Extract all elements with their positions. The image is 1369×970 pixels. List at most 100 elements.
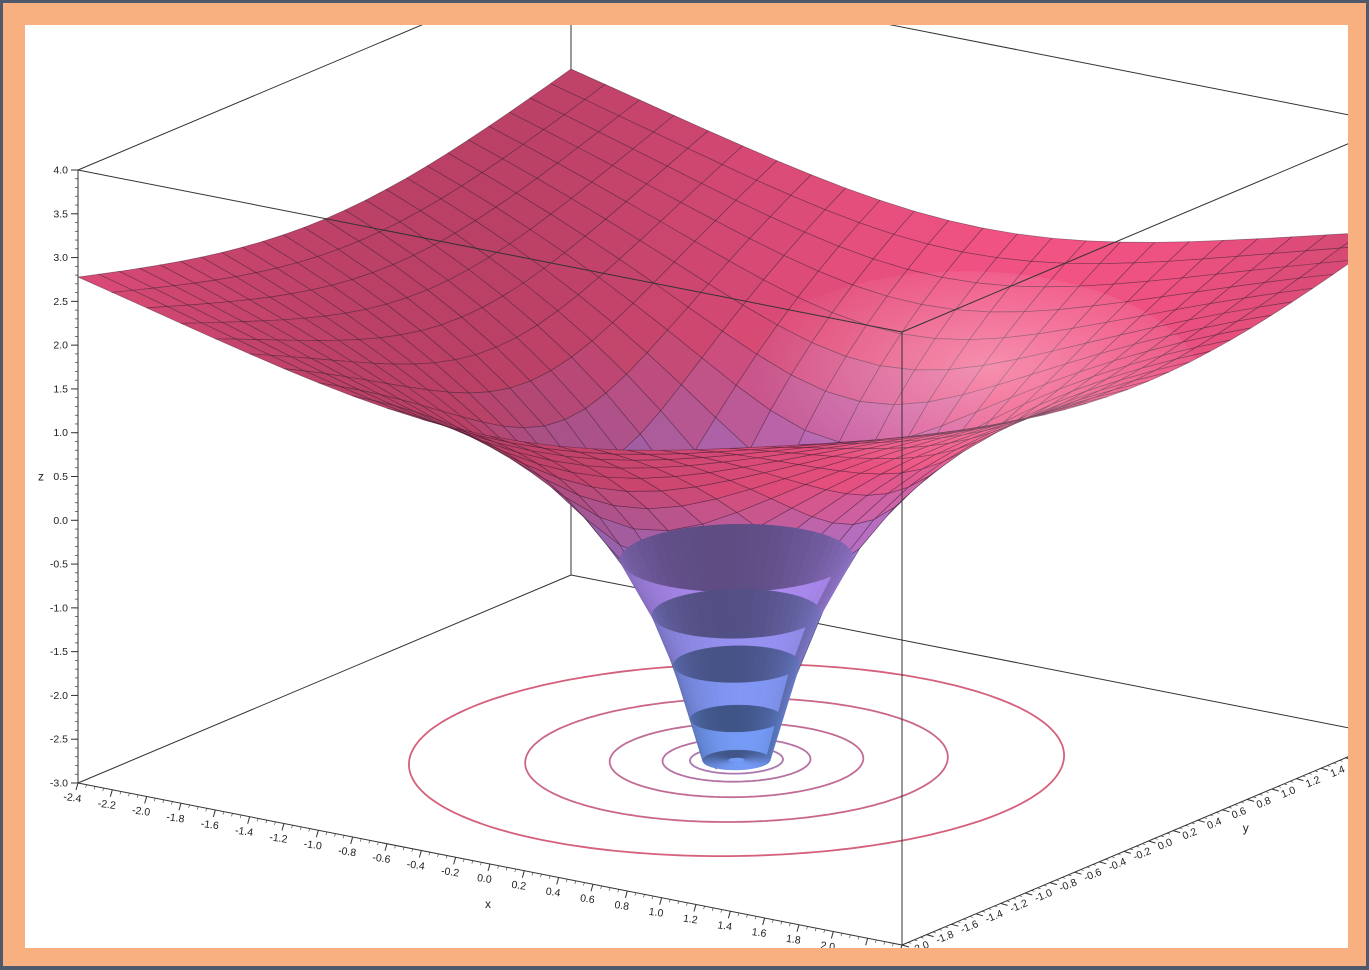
y-minor-tick [1068, 874, 1072, 877]
x-minor-tick [308, 828, 311, 832]
y-minor-tick [1191, 822, 1195, 825]
x-minor-tick [102, 787, 105, 792]
z-tick-label: 3.5 [53, 208, 68, 220]
y-minor-tick [1018, 895, 1023, 897]
y-minor-tick [1080, 869, 1084, 871]
y-minor-tick [1302, 775, 1306, 778]
x-minor-tick [76, 782, 79, 787]
x-tick-label: 1.4 [717, 919, 733, 933]
x-minor-tick [325, 831, 328, 836]
x-minor-tick [462, 858, 465, 863]
y-minor-tick [1339, 760, 1343, 762]
x-minor-tick [720, 909, 723, 913]
x-minor-tick [600, 885, 602, 890]
x-minor-tick [351, 836, 353, 841]
surface-patch [1196, 327, 1252, 348]
x-minor-tick [531, 872, 534, 876]
y-minor-tick [951, 923, 955, 926]
plot-canvas: -3.0 -2.5 -2.0 -1.5 -1.0 -0.5 0.0 0.5 1.0 1.5 2.0 2… [25, 25, 1348, 948]
contour-line [407, 663, 1066, 857]
x-minor-tick [866, 938, 868, 942]
x-minor-tick [196, 806, 199, 810]
z-tick-label: -2.5 [50, 734, 68, 746]
x-minor-tick [437, 853, 439, 857]
x-minor-tick [746, 914, 748, 918]
y-minor-tick [1074, 871, 1078, 874]
x-minor-tick [703, 906, 705, 910]
x-minor-tick [634, 892, 637, 896]
x-minor-tick [677, 901, 680, 905]
x-minor-tick [840, 933, 843, 937]
y-minor-tick [901, 944, 906, 947]
x-minor-tick [368, 840, 371, 844]
x-tick-label: 0.2 [511, 879, 527, 893]
x-minor-tick [497, 865, 499, 869]
contour-line [608, 721, 865, 799]
y-minor-tick [1099, 861, 1103, 864]
x-tick-label: 0.6 [579, 892, 595, 906]
x-minor-tick [128, 793, 130, 797]
y-tick-label: 1.2 [1304, 774, 1322, 791]
contour-line [661, 737, 812, 783]
y-minor-tick [1173, 830, 1177, 832]
box-edge [77, 574, 572, 784]
x-minor-tick [402, 847, 405, 851]
x-minor-tick [591, 884, 594, 888]
y-minor-tick [932, 931, 936, 934]
y-tick-label: 1.4 [1329, 763, 1347, 780]
y-tick-label: -0.2 [1131, 845, 1152, 863]
x-minor-tick [763, 917, 765, 922]
y-minor-tick [1092, 864, 1097, 866]
z-tick-label: -2.0 [50, 690, 68, 702]
y-minor-tick [1290, 780, 1294, 783]
x-tick-label: -0.6 [372, 852, 392, 866]
x-minor-tick [222, 811, 225, 815]
y-minor-tick [1333, 762, 1337, 765]
y-minor-tick [1160, 835, 1164, 838]
y-tick-label: 0.6 [1230, 805, 1248, 822]
y-minor-tick [1012, 897, 1017, 900]
x-tick-label: -0.4 [406, 858, 426, 872]
y-minor-tick [920, 936, 924, 939]
y-minor-tick [938, 929, 943, 931]
x-minor-tick [651, 895, 654, 900]
x-minor-tick [93, 786, 96, 790]
y-minor-tick [945, 926, 949, 929]
x-minor-tick [626, 890, 628, 895]
throat-patch [736, 749, 741, 753]
x-tick-label: 2.0 [820, 940, 836, 948]
x-minor-tick [514, 868, 517, 873]
axes: -3.0 -2.5 -2.0 -1.5 -1.0 -0.5 0.0 0.5 1.0 1.5 2.0 2… [38, 165, 1348, 948]
x-minor-tick [780, 921, 783, 925]
x-minor-tick [711, 907, 714, 911]
x-tick-label: 1.2 [682, 913, 698, 927]
throat-patch [732, 767, 737, 771]
z-tick-label: -0.5 [50, 559, 68, 571]
x-minor-tick [574, 880, 577, 884]
box-edge [77, 25, 423, 171]
x-tick-label: 0.8 [614, 899, 630, 913]
x-minor-tick [488, 863, 491, 868]
x-axis-title: x [485, 897, 491, 911]
x-minor-tick [119, 791, 122, 795]
x-minor-tick [136, 794, 139, 798]
y-minor-tick [1203, 817, 1208, 819]
y-minor-tick [1166, 832, 1171, 835]
contour-line [689, 745, 784, 775]
y-minor-tick [914, 939, 918, 942]
y-minor-tick [1000, 903, 1004, 905]
x-minor-tick [617, 889, 620, 893]
y-minor-tick [1296, 778, 1300, 780]
x-minor-tick [883, 941, 886, 945]
y-minor-tick [1105, 858, 1109, 861]
x-minor-tick [660, 897, 662, 901]
throat-patch [733, 765, 737, 768]
x-minor-tick [385, 843, 388, 847]
y-tick-label: -1.0 [1033, 887, 1054, 905]
x-minor-tick [256, 818, 259, 822]
x-minor-tick [471, 860, 474, 864]
x-tick-label: -1.8 [166, 811, 186, 825]
x-tick-label: 0.4 [545, 886, 561, 900]
x-minor-tick [797, 924, 800, 928]
x-tick-label: -2.4 [63, 791, 83, 805]
